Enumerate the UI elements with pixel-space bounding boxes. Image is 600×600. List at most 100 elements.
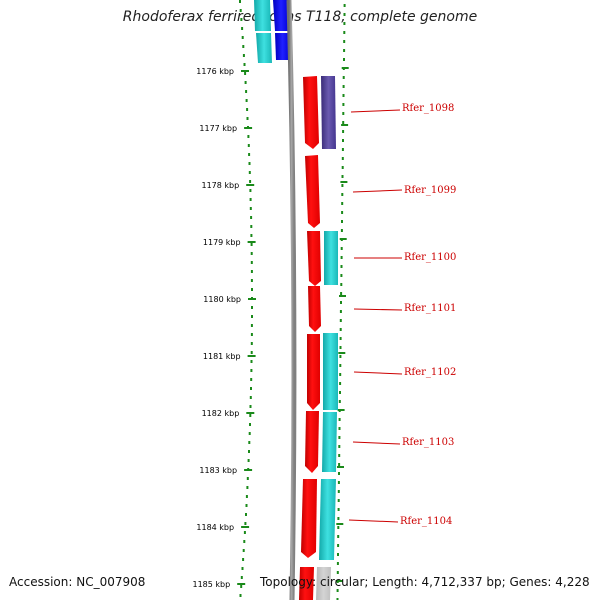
track-dot — [249, 405, 252, 408]
track-dot — [340, 292, 343, 295]
track-dot — [339, 382, 342, 385]
tick-label: 1183 kbp — [199, 466, 237, 475]
cds-arrow-partial — [299, 567, 314, 600]
tick-mark — [341, 67, 349, 69]
track-dot — [239, 594, 242, 597]
track-dot — [342, 103, 345, 106]
tick-label: 1184 kbp — [196, 523, 234, 532]
track-dot — [248, 171, 251, 174]
track-dot — [341, 148, 344, 151]
leader-line — [352, 189, 403, 193]
track-dot — [250, 279, 253, 282]
track-dot — [343, 58, 345, 61]
track-dot — [341, 211, 344, 214]
track-dot — [249, 198, 252, 201]
track-dot — [341, 202, 344, 205]
track-dot — [250, 369, 253, 372]
cog-block-rfer-1103 — [322, 412, 337, 472]
track-dot — [247, 459, 250, 462]
track-dot — [239, 9, 242, 12]
tick-mark — [339, 238, 347, 240]
track-dot — [249, 396, 252, 399]
track-dot — [342, 121, 345, 124]
track-dot — [250, 351, 253, 354]
cds-arrow-rfer-1100 — [307, 231, 321, 286]
tick-mark — [244, 127, 253, 129]
tick-label: 1180 kbp — [203, 295, 241, 304]
cog-block-rfer-1100 — [324, 231, 338, 285]
track-dot — [247, 135, 250, 138]
track-dot — [250, 234, 253, 237]
leader-line — [350, 109, 401, 113]
track-dot — [339, 391, 341, 394]
track-dot — [250, 342, 253, 345]
track-dot — [242, 45, 245, 48]
track-dot — [340, 256, 343, 259]
tick-mark — [335, 580, 343, 582]
track-dot — [246, 108, 249, 111]
track-dot — [245, 495, 248, 498]
track-dot — [245, 90, 248, 93]
track-dot — [336, 571, 339, 574]
track-dot — [244, 72, 247, 75]
track-dot — [339, 355, 342, 358]
track-dot — [338, 454, 341, 457]
track-dot — [338, 418, 341, 421]
track-dot — [341, 220, 343, 223]
track-dot — [249, 189, 252, 192]
track-dot — [248, 162, 251, 165]
track-dot — [342, 76, 345, 79]
track-dot — [250, 387, 252, 390]
track-dot — [342, 112, 345, 115]
tick-label: 1185 kbp — [192, 580, 230, 589]
tick-mark — [248, 298, 256, 300]
track-dot — [245, 99, 248, 102]
tick-mark — [247, 241, 256, 243]
tick-label: 1177 kbp — [199, 124, 237, 133]
gene-label-rfer-1099: Rfer_1099 — [404, 185, 456, 196]
track-dot — [339, 373, 342, 376]
track-dot — [337, 490, 340, 493]
track-dot — [241, 27, 244, 30]
track-dot — [240, 18, 243, 21]
top-cyan-gene-lower — [256, 33, 272, 63]
track-dot — [338, 463, 341, 466]
track-dot — [243, 531, 246, 534]
track-dot — [243, 540, 246, 543]
cds-arrow-rfer-1102 — [307, 334, 320, 410]
tick-mark — [244, 469, 253, 471]
tick-mark — [339, 295, 346, 297]
track-dot — [338, 427, 341, 430]
track-dot — [337, 499, 340, 502]
track-dot — [245, 513, 247, 516]
track-dot — [250, 360, 253, 363]
track-dot — [245, 504, 248, 507]
track-dot — [342, 85, 345, 88]
cog-block-partial — [316, 567, 331, 600]
tick-mark — [241, 526, 250, 528]
track-dot — [342, 139, 344, 142]
track-dot — [247, 144, 250, 147]
track-dot — [249, 180, 252, 183]
track-dot — [337, 508, 340, 511]
top-blue-gene-lower — [275, 33, 290, 60]
track-dot — [341, 157, 344, 160]
tick-mark — [237, 583, 246, 585]
cds-arrow-rfer-1104 — [301, 479, 317, 558]
scale-ticks: 1176 kbp 1177 kbp 1178 kbp 1179 kbp 1180 kbp… — [192, 67, 349, 589]
track-dot — [340, 247, 343, 250]
top-partial-genes — [254, 0, 290, 63]
track-dot — [337, 535, 340, 538]
track-dot — [339, 319, 342, 322]
top-cyan-gene — [254, 0, 271, 31]
track-dot — [340, 301, 342, 304]
tick-mark — [241, 70, 249, 72]
track-dot — [337, 544, 340, 547]
forward-cds-track — [299, 76, 321, 600]
track-dot — [240, 585, 243, 588]
gene-label-rfer-1098: Rfer_1098 — [402, 103, 454, 114]
tick-mark — [246, 184, 255, 186]
track-dot — [248, 450, 250, 453]
track-dot — [342, 94, 345, 97]
leader-line — [352, 441, 401, 445]
